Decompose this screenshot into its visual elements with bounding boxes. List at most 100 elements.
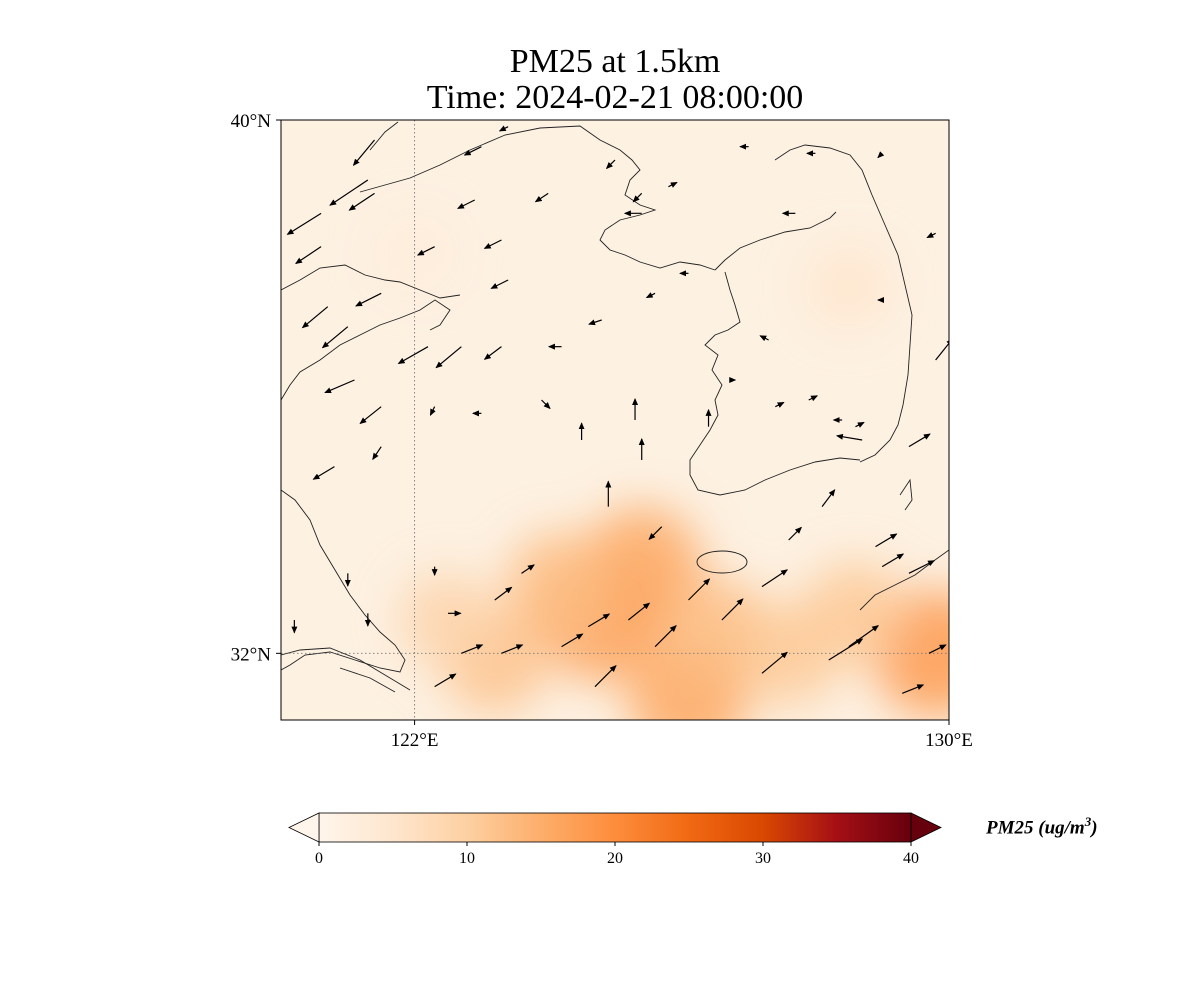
- colorbar-gradient: [318, 812, 912, 843]
- colorbar-label-exponent: 3: [1084, 814, 1092, 829]
- wind-arrow-71: [605, 159, 616, 170]
- wind-arrow-41: [761, 651, 788, 674]
- wind-arrow-74: [498, 125, 509, 132]
- wind-arrow-39: [434, 673, 457, 688]
- wind-arrow-37: [688, 578, 711, 601]
- wind-arrow-8: [397, 346, 429, 364]
- wind-arrow-67: [877, 151, 885, 159]
- wind-arrow-9: [435, 346, 462, 369]
- wind-arrow-35: [627, 602, 651, 621]
- wind-arrow-1: [329, 179, 369, 206]
- wind-arrow-55: [808, 395, 819, 402]
- gridlines: [281, 120, 949, 720]
- wind-arrow-47: [875, 533, 898, 548]
- wind-arrow-2: [348, 192, 375, 211]
- wind-arrow-50: [902, 684, 925, 694]
- colorbar-label-text: PM25 (ug/m: [986, 817, 1085, 839]
- wind-arrow-43: [828, 638, 864, 661]
- wind-arrow-77: [416, 246, 435, 256]
- coastlines: [281, 121, 949, 693]
- pm25-hotspot-9: [399, 571, 497, 669]
- pm25-field: [375, 214, 949, 720]
- map-frame: [280, 119, 950, 721]
- wind-arrow-45: [788, 526, 802, 541]
- colorbar-min-extension: [288, 812, 320, 843]
- wind-arrow-7: [321, 326, 349, 349]
- colorbar-ticks: 0 10 20 30 40: [315, 842, 919, 867]
- colorbar-tick-label: 30: [755, 850, 771, 867]
- wind-arrow-56: [775, 401, 785, 408]
- pm25-hotspot-2: [506, 531, 617, 642]
- pm25-hotspot-10: [806, 244, 891, 329]
- title-timestamp: Time: 2024-02-21 08:00:00: [426, 79, 804, 116]
- wind-arrow-30: [521, 564, 535, 574]
- wind-arrow-5: [355, 292, 382, 307]
- coastline-bohai-west: [281, 264, 461, 401]
- wind-arrow-16: [541, 399, 551, 410]
- wind-arrow-49: [908, 560, 936, 574]
- wind-arrow-6: [301, 306, 329, 329]
- coastline-yangtze: [281, 647, 411, 693]
- wind-arrow-75: [534, 192, 549, 203]
- colorbar: 0 10 20 30 40: [288, 812, 942, 867]
- map-panel: [281, 120, 949, 720]
- colorbar-tick-label: 20: [607, 850, 623, 867]
- wind-arrow-46: [821, 489, 836, 508]
- wind-arrow-54: [908, 433, 931, 448]
- colorbar-max-extension: [910, 812, 942, 843]
- wind-arrow-13: [359, 406, 382, 425]
- wind-vectors: [286, 125, 949, 694]
- wind-arrow-58: [855, 421, 865, 428]
- coastline-korea-east: [774, 144, 913, 463]
- colorbar-label: PM25 (ug/m3): [986, 814, 1098, 839]
- wind-arrow-34: [587, 613, 611, 628]
- wind-arrow-48: [881, 553, 905, 568]
- lon-tick-label: 130°E: [925, 730, 973, 751]
- wind-arrow-52: [835, 433, 863, 441]
- wind-arrow-76: [457, 199, 475, 209]
- wind-arrow-81: [645, 292, 656, 299]
- wind-arrow-14: [429, 406, 436, 416]
- colorbar-label-close: ): [1091, 817, 1098, 839]
- wind-arrow-4: [295, 246, 322, 265]
- wind-arrow-79: [490, 279, 509, 289]
- lat-tick-label: 40°N: [231, 111, 272, 132]
- wind-arrow-36: [654, 624, 677, 648]
- wind-arrow-44: [848, 625, 880, 648]
- wind-arrow-12: [324, 379, 355, 394]
- coastline-korea-west: [689, 211, 861, 496]
- wind-arrow-70: [632, 192, 643, 203]
- wind-arrow-80: [588, 319, 602, 326]
- map-axes: 122°E 130°E 40°N 32°N: [231, 111, 973, 751]
- colorbar-tick-label: 10: [459, 850, 475, 867]
- wind-arrow-72: [668, 181, 678, 188]
- wind-arrow-57: [935, 338, 949, 361]
- colorbar-tick-label: 0: [315, 850, 323, 867]
- wind-arrow-23: [648, 526, 663, 540]
- wind-arrow-40: [594, 664, 617, 688]
- wind-arrow-38: [721, 598, 744, 621]
- colorbar-tick-label: 40: [903, 850, 919, 867]
- wind-arrow-73: [463, 146, 482, 156]
- wind-arrow-29: [494, 586, 513, 601]
- wind-arrow-0: [352, 139, 375, 166]
- lat-tick-label: 32°N: [231, 644, 272, 665]
- wind-arrow-51: [928, 644, 947, 654]
- wind-arrow-32: [501, 644, 524, 654]
- wind-arrow-42: [761, 569, 788, 588]
- wind-arrow-33: [561, 633, 584, 648]
- wind-arrow-68: [926, 232, 936, 239]
- wind-arrow-31: [461, 644, 484, 654]
- pm25-hotspot-8: [803, 561, 908, 665]
- map-title: PM25 at 1.5km Time: 2024-02-21 08:00:00: [0, 44, 1200, 116]
- lon-tick-label: 122°E: [391, 730, 439, 751]
- coastline-kyushu: [859, 478, 949, 611]
- jeju-island: [696, 550, 748, 574]
- wind-arrow-78: [483, 239, 502, 249]
- wind-arrow-17: [372, 446, 382, 461]
- coastline-liaodong: [359, 121, 716, 271]
- wind-arrow-3: [286, 212, 322, 235]
- wind-arrow-61: [759, 335, 769, 342]
- wind-arrow-10: [483, 346, 502, 360]
